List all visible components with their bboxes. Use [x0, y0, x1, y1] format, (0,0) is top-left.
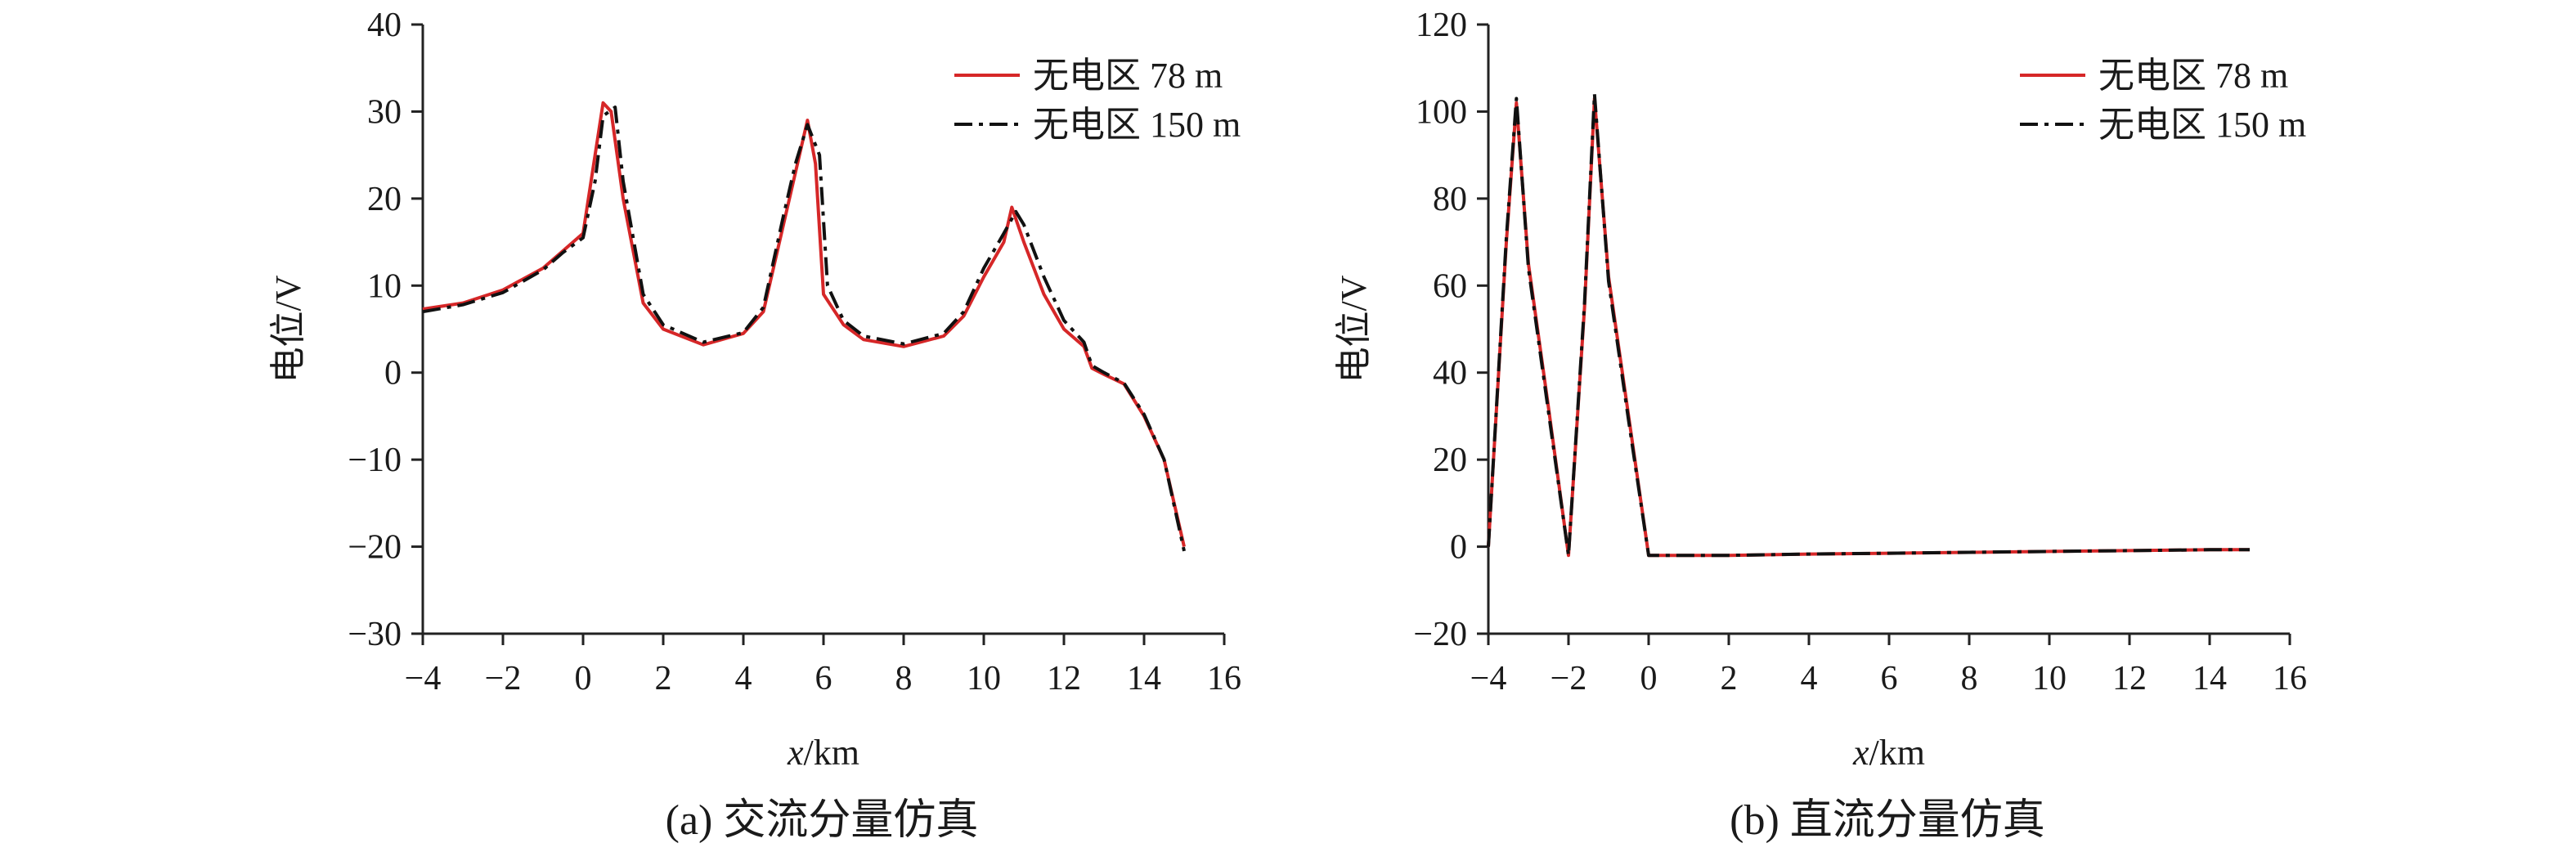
x-axis-label-unit: /km: [804, 733, 859, 773]
y-tick-label: 60: [1433, 267, 1467, 305]
x-tick-label: −4: [405, 660, 442, 697]
legend-label: 无电区 78 m: [1033, 56, 1223, 96]
y-tick-label: 100: [1416, 93, 1467, 131]
y-axis-label: 电位/V: [268, 275, 308, 383]
x-tick-label: −4: [1470, 660, 1507, 697]
y-tick-label: −20: [348, 529, 402, 567]
x-tick-label: 14: [1127, 660, 1161, 697]
x-tick-label: 6: [815, 660, 832, 697]
x-tick-label: 4: [735, 660, 752, 697]
y-tick-label: 80: [1433, 181, 1467, 218]
x-tick-label: 4: [1801, 660, 1818, 697]
x-tick-label: 2: [1721, 660, 1738, 697]
x-tick-label: 12: [2112, 660, 2147, 697]
x-tick-label: 8: [895, 660, 913, 697]
y-tick-label: 0: [384, 355, 402, 392]
series-line-78m: [1487, 96, 2250, 558]
x-tick-label: 10: [967, 660, 1001, 697]
legend-label: 无电区 150 m: [1033, 105, 1241, 145]
x-tick-label: −2: [1551, 660, 1587, 697]
y-tick-label: −10: [348, 442, 402, 479]
x-tick-label: 0: [1640, 660, 1658, 697]
x-tick-label: 16: [1207, 660, 1241, 697]
series-line-150m: [422, 105, 1186, 552]
panel-caption: (a) 交流分量仿真: [666, 797, 979, 844]
y-axis-label: 电位/V: [1334, 275, 1374, 383]
x-axis-label-variable: x: [1852, 733, 1869, 773]
x-axis-label-unit: /km: [1869, 733, 1925, 773]
x-tick-label: 6: [1881, 660, 1898, 697]
x-tick-label: 12: [1047, 660, 1081, 697]
x-tick-label: 2: [655, 660, 672, 697]
y-tick-label: 10: [367, 267, 402, 305]
y-tick-label: 120: [1416, 7, 1467, 44]
legend-label: 无电区 150 m: [2098, 105, 2306, 145]
y-tick-label: 0: [1450, 529, 1467, 567]
x-tick-label: 0: [575, 660, 592, 697]
y-tick-label: 20: [1433, 442, 1467, 479]
y-tick-label: 40: [1433, 355, 1467, 392]
x-axis-label: x/km: [1852, 733, 1925, 773]
y-tick-label: 20: [367, 181, 402, 218]
x-tick-label: 10: [2032, 660, 2067, 697]
x-axis-label-variable: x: [787, 733, 804, 773]
x-axis-label: x/km: [787, 733, 859, 773]
x-tick-label: −2: [485, 660, 522, 697]
x-tick-label: 8: [1961, 660, 1978, 697]
series-line-78m: [422, 101, 1186, 548]
x-tick-label: 14: [2192, 660, 2227, 697]
panel-caption: (b) 直流分量仿真: [1730, 797, 2045, 844]
y-tick-label: 30: [367, 93, 402, 131]
y-tick-label: 40: [367, 7, 402, 44]
series-line-150m: [1487, 92, 2250, 558]
y-tick-label: −20: [1413, 616, 1467, 653]
legend-label: 无电区 78 m: [2098, 56, 2288, 96]
x-tick-label: 16: [2273, 660, 2307, 697]
y-tick-label: −30: [348, 616, 402, 653]
